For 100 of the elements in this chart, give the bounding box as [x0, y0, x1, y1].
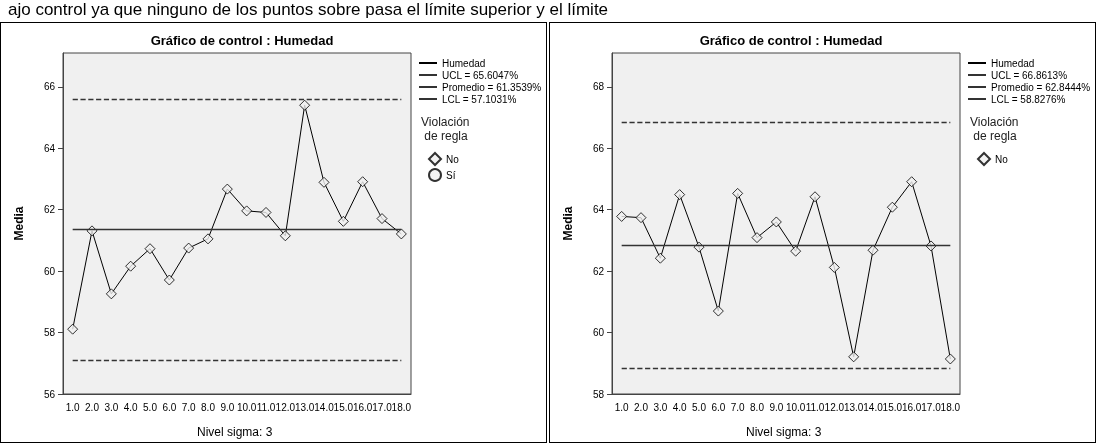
x-tick-label: 2.0: [85, 401, 100, 413]
y-tick-label: 68: [592, 81, 605, 93]
legend-label: Promedio = 62.8444%: [991, 81, 1091, 93]
point: [221, 183, 233, 195]
point: [163, 274, 175, 286]
y-tick-label: 62: [592, 265, 605, 277]
x-tick-label: 9.0: [769, 401, 784, 413]
y-tick-label: 56: [43, 388, 56, 400]
point: [337, 215, 349, 227]
x-tick-label: 6.0: [162, 401, 177, 413]
x-tick-label: 13.0: [843, 401, 864, 413]
text: ajo control ya que ninguno de los puntos sobre pasa el límite superior y el límite: [7, 0, 610, 21]
point: [395, 228, 407, 240]
x-tick-label: 17.0: [372, 401, 393, 413]
point: [828, 261, 840, 273]
x-tick-label: 4.0: [672, 401, 688, 413]
y-axis-title: Media: [12, 206, 26, 241]
y-tick-label: 58: [43, 327, 56, 339]
point: [105, 288, 117, 300]
x-tick-label: 8.0: [750, 401, 765, 413]
point: [732, 187, 744, 199]
x-tick-label: 7.0: [730, 401, 746, 413]
x-tick-label: 3.0: [104, 401, 119, 413]
y-tick-label: 66: [592, 142, 605, 154]
point: [67, 323, 79, 335]
legend-label: Humedad: [991, 57, 1035, 69]
x-tick-label: 17.0: [921, 401, 942, 413]
legend-label: LCL = 57.1031%: [442, 93, 517, 105]
legend-title: Violación de regla: [970, 115, 1019, 143]
x-tick-label: 13.0: [294, 401, 315, 413]
point: [944, 353, 956, 365]
point: [770, 216, 782, 228]
legend-label: UCL = 65.6047%: [442, 69, 519, 81]
legend-label: No: [995, 153, 1009, 165]
legend-label: Promedio = 61.3539%: [442, 81, 542, 93]
x-tick-label: 3.0: [653, 401, 668, 413]
x-tick-label: 11.0: [256, 401, 276, 413]
legend-label: LCL = 58.8276%: [991, 93, 1066, 105]
y-tick-label: 58: [592, 388, 605, 400]
x-tick-label: 12.0: [275, 401, 296, 413]
y-tick-label: 62: [43, 204, 56, 216]
x-tick-label: 6.0: [711, 401, 726, 413]
x-tick-label: 5.0: [143, 401, 158, 413]
legend-title: Violación de regla: [421, 115, 470, 143]
y-tick-label: 66: [43, 81, 56, 93]
point: [809, 191, 821, 203]
x-tick-label: 9.0: [220, 401, 235, 413]
point: [674, 189, 686, 201]
x-tick-label: 15.0: [882, 401, 903, 413]
y-tick-label: 60: [592, 327, 605, 339]
y-axis-title: Media: [561, 206, 575, 241]
x-tick-label: 10.0: [236, 401, 257, 413]
point: [635, 212, 647, 224]
legend-label: Sí: [446, 169, 456, 181]
point: [357, 176, 369, 188]
legend-label: Humedad: [442, 57, 486, 69]
y-tick-label: 60: [43, 265, 56, 277]
point: [202, 233, 214, 245]
x-tick-label: 1.0: [614, 401, 630, 413]
y-tick-label: 64: [592, 204, 605, 216]
legend-label: UCL = 66.8613%: [991, 69, 1068, 81]
x-tick-label: 16.0: [352, 401, 373, 413]
point: [654, 252, 666, 264]
point: [886, 201, 898, 213]
x-tick-label: 14.0: [314, 401, 335, 413]
chart-title: Gráfico de control : Humedad: [699, 33, 883, 48]
x-tick-label: 11.0: [805, 401, 825, 413]
point: [318, 176, 330, 188]
point: [376, 213, 388, 225]
point: [144, 243, 156, 255]
point: [241, 205, 253, 217]
point: [712, 305, 724, 317]
legend-label: No: [446, 153, 460, 165]
point: [790, 245, 802, 257]
x-tick-label: 12.0: [824, 401, 845, 413]
x-tick-label: 5.0: [692, 401, 707, 413]
x-tick-label: 4.0: [123, 401, 139, 413]
point: [848, 351, 860, 363]
point: [616, 210, 628, 222]
point: [183, 242, 195, 254]
point: [299, 99, 311, 111]
text: Nivel sigma: 3: [746, 425, 822, 439]
x-tick-label: 16.0: [901, 401, 922, 413]
point: [125, 260, 137, 272]
point: [906, 176, 918, 188]
y-tick-label: 64: [43, 142, 56, 154]
x-tick-label: 18.0: [940, 401, 961, 413]
point: [260, 206, 272, 218]
x-tick-label: 18.0: [391, 401, 412, 413]
x-tick-label: 7.0: [181, 401, 197, 413]
x-tick-label: 15.0: [333, 401, 354, 413]
point: [279, 230, 291, 242]
x-tick-label: 1.0: [65, 401, 81, 413]
text: Nivel sigma: 3: [197, 425, 273, 439]
x-tick-label: 14.0: [863, 401, 884, 413]
x-tick-label: 8.0: [201, 401, 216, 413]
x-tick-label: 2.0: [634, 401, 649, 413]
x-tick-label: 10.0: [785, 401, 806, 413]
point: [751, 232, 763, 244]
chart-title: Gráfico de control : Humedad: [150, 33, 334, 48]
